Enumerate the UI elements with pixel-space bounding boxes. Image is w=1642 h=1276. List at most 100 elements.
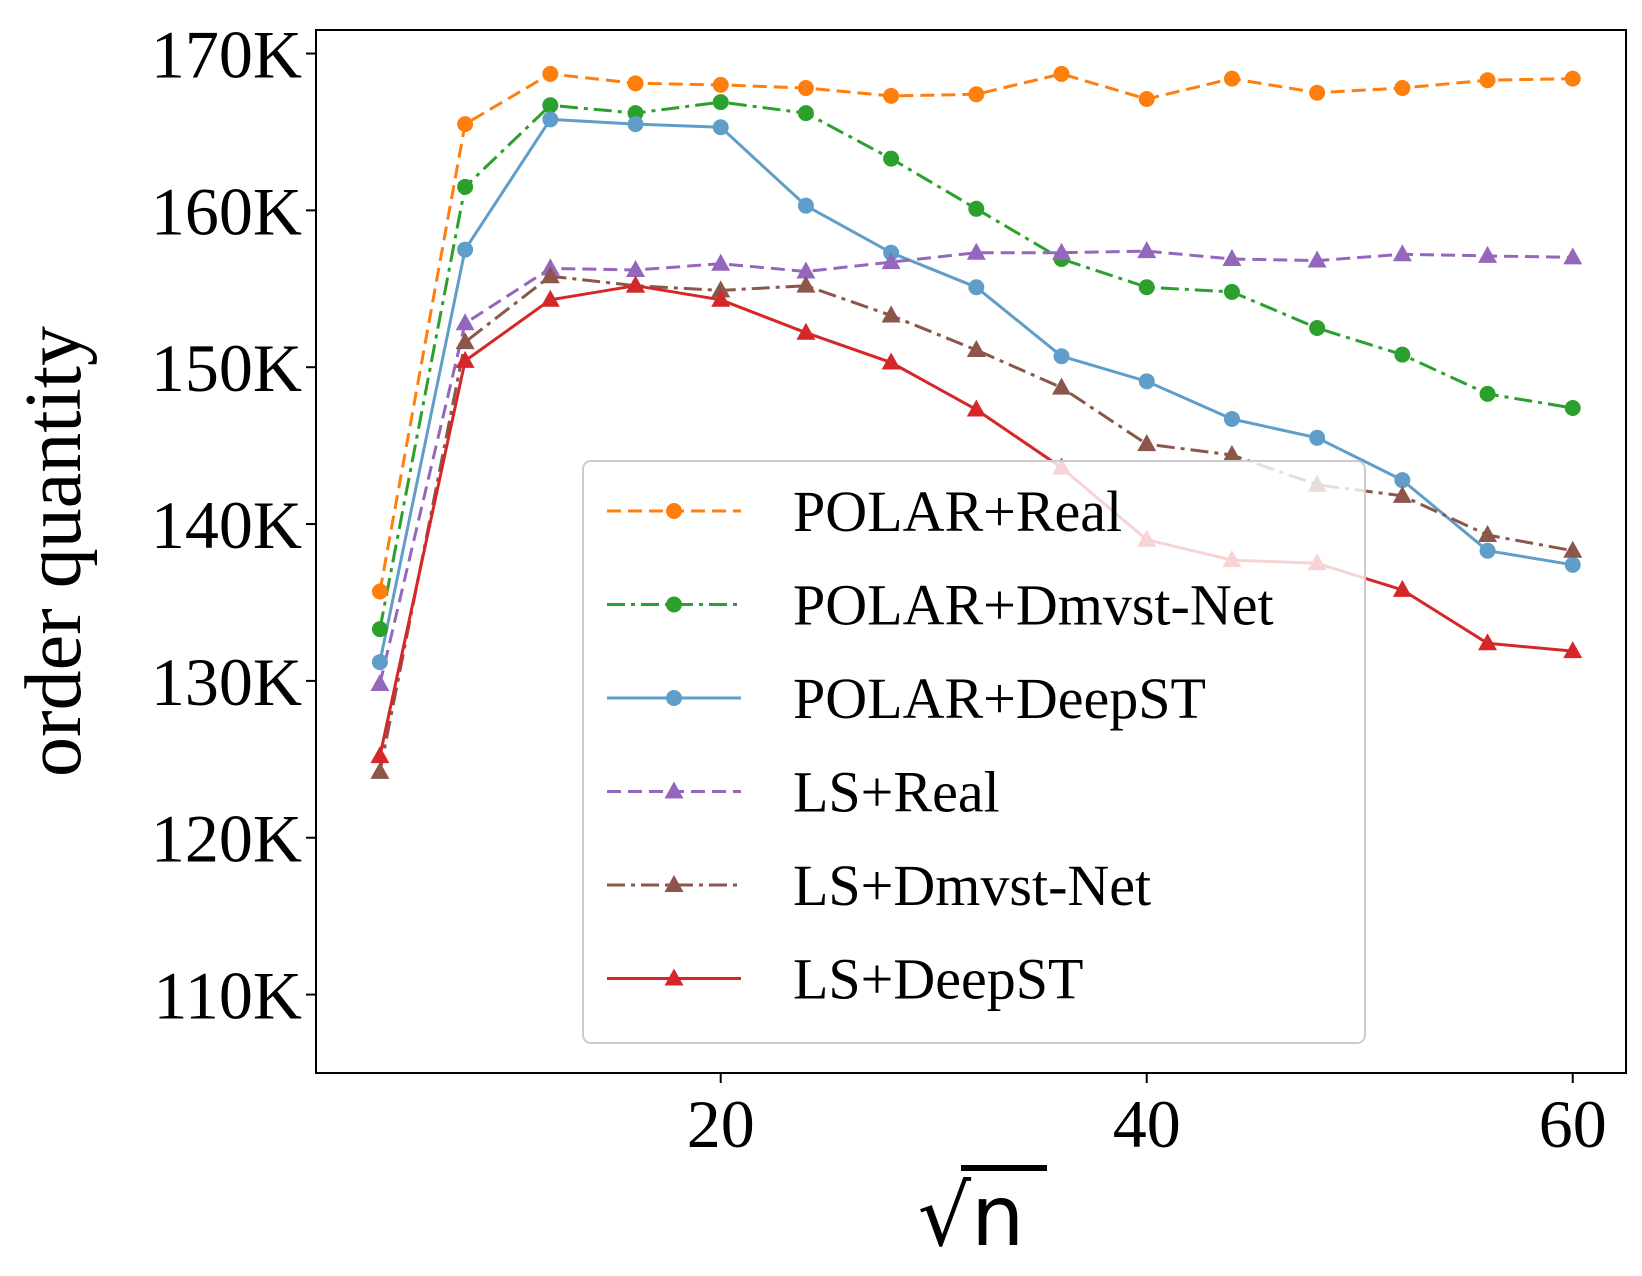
data-point-polar-dmvst-net [1564, 399, 1581, 416]
data-point-ls-dmvst-net [711, 280, 731, 298]
data-point-ls-dmvst-net [966, 339, 986, 357]
data-point-polar-real [1394, 80, 1411, 97]
data-point-ls-real [881, 252, 901, 270]
data-point-polar-dmvst-net [542, 97, 559, 114]
data-point-ls-real [1052, 242, 1072, 260]
data-point-ls-real [1392, 244, 1412, 262]
data-point-ls-dmvst-net [370, 761, 390, 779]
data-point-polar-dmvst-net [1309, 320, 1326, 336]
plot-frame [315, 29, 1627, 1074]
data-point-polar-real [457, 116, 474, 133]
data-point-polar-real [542, 65, 559, 82]
data-point-polar-deepst [542, 111, 559, 128]
data-point-polar-dmvst-net [883, 150, 900, 167]
data-point-polar-dmvst-net [968, 200, 985, 217]
data-point-ls-dmvst-net [1222, 445, 1242, 463]
data-point-ls-real [370, 674, 390, 692]
legend-entry-polar-dmvst-net: POLAR+Dmvst-Net [607, 573, 1274, 638]
data-point-polar-deepst [1223, 410, 1240, 427]
data-point-ls-deepst [711, 289, 731, 307]
legend-label: POLAR+Real [793, 479, 1122, 544]
data-point-polar-real [883, 87, 900, 104]
data-point-ls-dmvst-net [1392, 485, 1412, 503]
data-point-polar-real [1223, 70, 1240, 87]
data-point-ls-dmvst-net [540, 266, 560, 284]
data-point-ls-deepst [966, 399, 986, 417]
legend-label: POLAR+DeepST [793, 666, 1206, 731]
y-tick-label: 170K [151, 17, 302, 93]
data-point-ls-real [1307, 250, 1327, 268]
data-point-polar-deepst [968, 279, 985, 296]
data-point-ls-dmvst-net [1478, 525, 1498, 543]
x-tick-label: 40 [1113, 1086, 1181, 1162]
data-point-polar-deepst [1053, 348, 1070, 365]
data-point-ls-dmvst-net [1137, 434, 1157, 452]
data-point-polar-real [371, 583, 388, 600]
y-tick-label: 110K [153, 958, 302, 1034]
legend-label: LS+DeepST [793, 947, 1083, 1012]
data-point-ls-real [1222, 248, 1242, 266]
x-tick-label: 60 [1539, 1086, 1607, 1162]
data-point-ls-deepst [796, 322, 816, 340]
legend-entry-ls-dmvst-net: LS+Dmvst-Net [607, 853, 1151, 918]
data-point-ls-real [966, 242, 986, 260]
legend-entry-ls-deepst: LS+DeepST [607, 947, 1083, 1012]
data-point-ls-dmvst-net [1052, 377, 1072, 395]
data-point-ls-dmvst-net [881, 305, 901, 323]
y-tick-label: 150K [151, 330, 302, 406]
data-point-polar-real [797, 80, 814, 97]
legend-box [582, 460, 1366, 1044]
legend-entry-polar-deepst: POLAR+DeepST [607, 666, 1206, 731]
data-point-ls-real [1137, 241, 1157, 259]
data-point-polar-deepst [712, 119, 729, 136]
data-point-ls-deepst [626, 275, 646, 293]
data-point-ls-dmvst-net [455, 332, 475, 350]
y-axis-ticks: 110K 120K 130K 140K 150K 160K 170K [151, 17, 316, 1034]
data-point-ls-real [1563, 247, 1583, 265]
data-point-polar-dmvst-net [1479, 385, 1496, 402]
data-point-polar-dmvst-net [371, 621, 388, 638]
data-point-ls-real [455, 313, 475, 331]
data-point-polar-real [1479, 72, 1496, 89]
y-tick-label: 120K [151, 801, 302, 877]
data-point-ls-deepst [881, 352, 901, 370]
y-tick-label: 140K [151, 487, 302, 563]
data-point-polar-deepst [1394, 472, 1411, 489]
x-axis-ticks: 20 40 60 [687, 1073, 1607, 1162]
data-point-ls-dmvst-net [796, 275, 816, 293]
legend-label: LS+Real [793, 760, 1000, 825]
data-point-ls-real [796, 261, 816, 279]
data-point-polar-deepst [371, 654, 388, 671]
legend-marker [664, 781, 684, 799]
data-point-polar-dmvst-net [1223, 283, 1240, 300]
data-point-polar-real [1053, 65, 1070, 82]
y-tick-label: 160K [151, 173, 302, 249]
data-point-polar-deepst [1138, 373, 1155, 390]
data-point-polar-real [1138, 91, 1155, 108]
data-point-polar-dmvst-net [627, 105, 644, 122]
data-point-ls-deepst [1563, 641, 1583, 659]
data-point-ls-deepst [370, 746, 390, 764]
legend-entry-ls-real: LS+Real [607, 760, 1000, 825]
data-point-polar-real [712, 76, 729, 93]
legend-label: POLAR+Dmvst-Net [793, 573, 1274, 638]
x-axis-title: √n [918, 1167, 1025, 1265]
data-point-polar-deepst [1564, 556, 1581, 573]
data-point-ls-deepst [455, 350, 475, 368]
data-point-polar-deepst [627, 116, 644, 133]
data-point-polar-dmvst-net [797, 105, 814, 122]
data-point-polar-dmvst-net [712, 94, 729, 111]
data-point-polar-real [968, 86, 985, 103]
data-point-polar-deepst [457, 241, 474, 258]
legend-marker [664, 875, 684, 892]
x-tick-label: 20 [687, 1086, 755, 1162]
data-point-ls-dmvst-net [1563, 540, 1583, 558]
legend-marker [666, 503, 682, 519]
data-point-ls-real [1478, 245, 1498, 263]
data-point-ls-deepst [1392, 579, 1412, 597]
data-point-ls-deepst [1478, 633, 1498, 651]
y-tick-label: 130K [151, 644, 302, 720]
legend-entry-polar-real: POLAR+Real [607, 479, 1122, 544]
legend-entries: POLAR+Real POLAR+Dmvst-Net POLAR+DeepST LS+… [607, 479, 1274, 1012]
